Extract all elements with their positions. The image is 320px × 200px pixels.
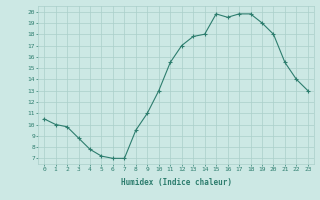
X-axis label: Humidex (Indice chaleur): Humidex (Indice chaleur) bbox=[121, 178, 231, 187]
